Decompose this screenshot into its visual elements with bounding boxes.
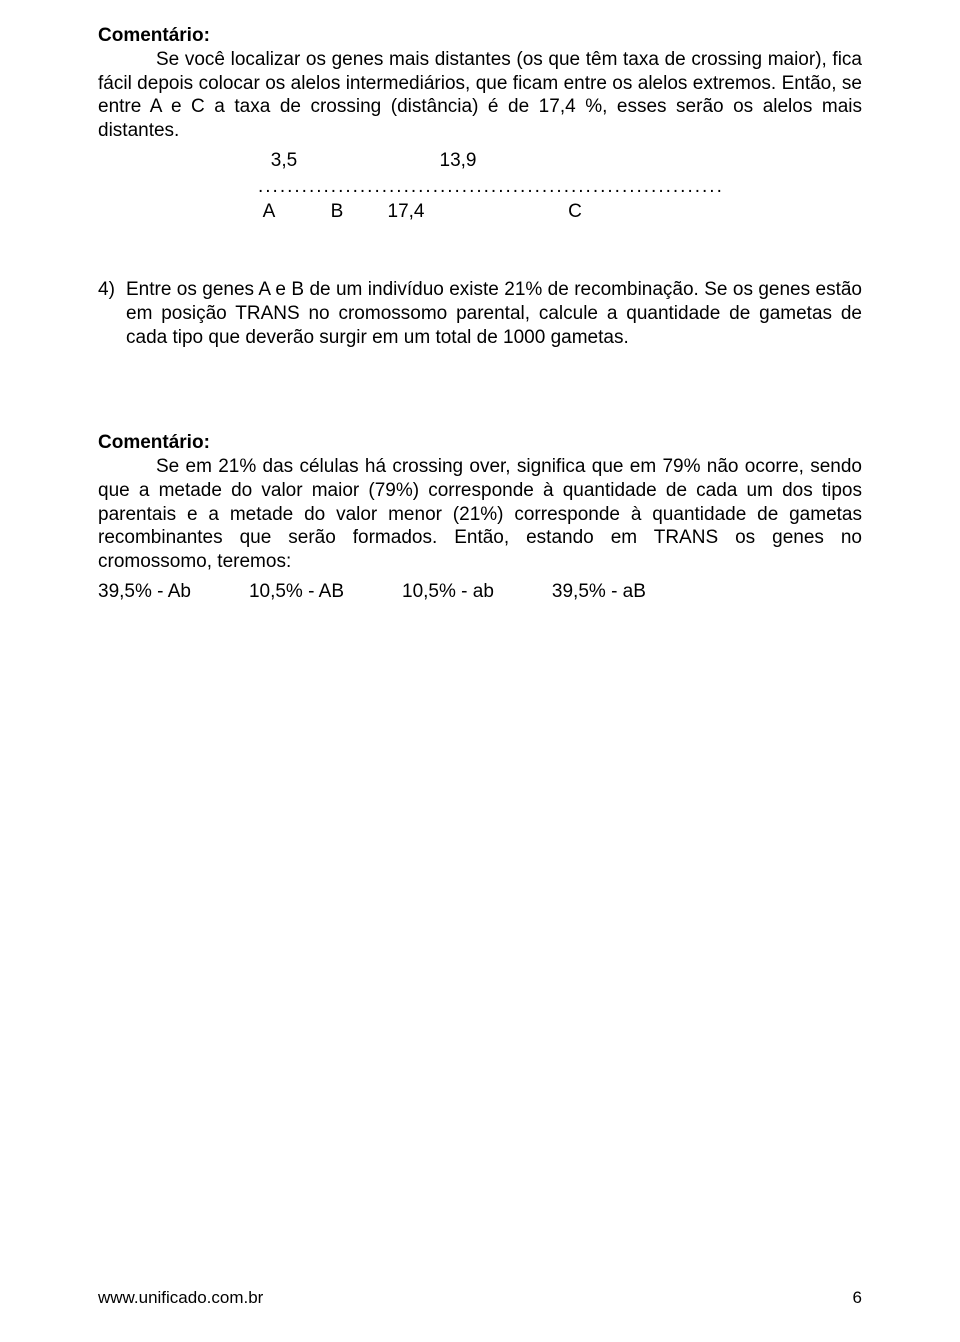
diagram-label-a: A xyxy=(258,200,280,224)
comment1-body: Se você localizar os genes mais distante… xyxy=(98,48,862,143)
page-footer: www.unificado.com.br 6 xyxy=(98,1287,862,1308)
gamete-4: 39,5% - aB xyxy=(552,580,646,604)
diagram-label-mid: 17,4 xyxy=(382,200,430,224)
diagram-label-b: B xyxy=(326,200,348,224)
gamete-3: 10,5% - ab xyxy=(402,580,494,604)
question-4-text: Entre os genes A e B de um indivíduo exi… xyxy=(126,278,862,349)
question-4-number: 4) xyxy=(98,278,126,349)
gametes-results: 39,5% - Ab 10,5% - AB 10,5% - ab 39,5% -… xyxy=(98,580,862,604)
diagram-val-ab: 3,5 xyxy=(258,149,310,173)
footer-page-number: 6 xyxy=(853,1287,862,1308)
diagram-val-bc: 13,9 xyxy=(430,149,486,173)
comment1-title: Comentário: xyxy=(98,24,862,48)
gamete-1: 39,5% - Ab xyxy=(98,580,191,604)
gamete-2: 10,5% - AB xyxy=(249,580,344,604)
gene-diagram: 3,5 13,9 ...............................… xyxy=(258,149,862,224)
comment2-body: Se em 21% das células há crossing over, … xyxy=(98,455,862,574)
diagram-label-c: C xyxy=(564,200,586,224)
comment2-title: Comentário: xyxy=(98,431,862,455)
question-4: 4) Entre os genes A e B de um indivíduo … xyxy=(98,278,862,349)
diagram-line: ........................................… xyxy=(258,175,862,199)
footer-url: www.unificado.com.br xyxy=(98,1287,263,1308)
